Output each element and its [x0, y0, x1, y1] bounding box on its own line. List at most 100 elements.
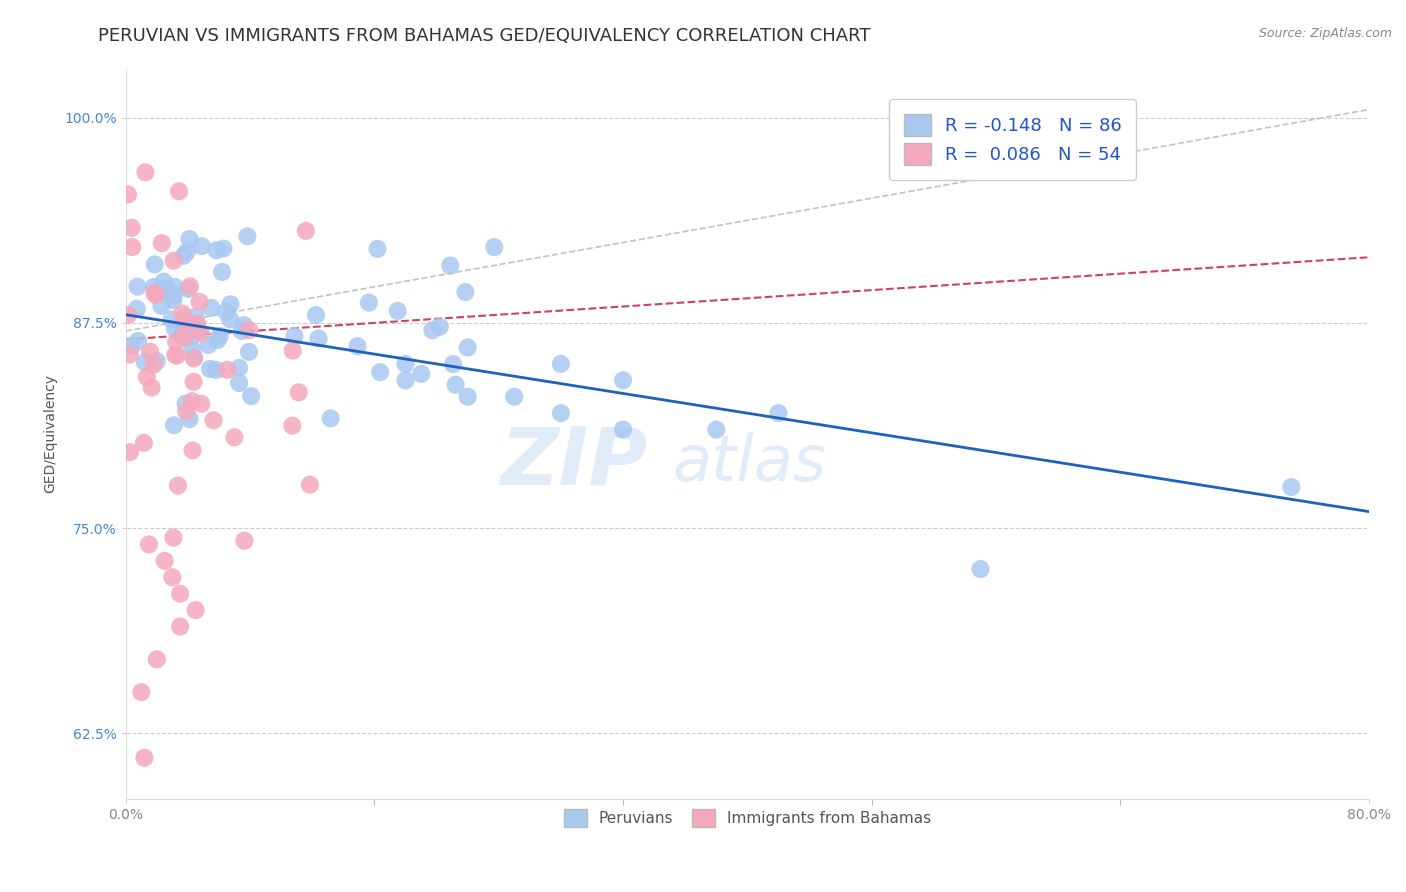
- Point: [169, 587, 191, 601]
- Point: [118, 347, 141, 361]
- Y-axis label: GED/Equivalency: GED/Equivalency: [44, 374, 58, 493]
- Point: [172, 306, 194, 320]
- Point: [394, 357, 416, 371]
- Point: [298, 477, 321, 491]
- Point: [240, 389, 263, 403]
- Point: [281, 343, 304, 358]
- Point: [441, 357, 464, 371]
- Point: [215, 304, 238, 318]
- Point: [163, 289, 186, 303]
- Point: [202, 413, 225, 427]
- Point: [163, 322, 186, 336]
- Point: [176, 244, 198, 259]
- Point: [190, 326, 212, 340]
- Point: [143, 286, 166, 301]
- Point: [411, 367, 433, 381]
- Point: [484, 240, 506, 254]
- Point: [121, 220, 143, 235]
- Point: [422, 323, 444, 337]
- Point: [162, 531, 184, 545]
- Point: [219, 297, 242, 311]
- Point: [183, 375, 205, 389]
- Point: [135, 370, 157, 384]
- Point: [197, 338, 219, 352]
- Point: [173, 324, 195, 338]
- Point: [186, 317, 208, 331]
- Point: [429, 319, 451, 334]
- Point: [117, 187, 139, 202]
- Point: [167, 478, 190, 492]
- Point: [366, 242, 388, 256]
- Point: [145, 354, 167, 368]
- Point: [181, 394, 204, 409]
- Point: [163, 253, 186, 268]
- Point: [612, 423, 634, 437]
- Point: [308, 331, 330, 345]
- Point: [281, 418, 304, 433]
- Point: [444, 377, 467, 392]
- Point: [165, 348, 187, 362]
- Text: ZIP: ZIP: [501, 424, 648, 502]
- Legend: Peruvians, Immigrants from Bahamas: Peruvians, Immigrants from Bahamas: [557, 801, 939, 835]
- Point: [150, 236, 173, 251]
- Point: [211, 265, 233, 279]
- Point: [188, 294, 211, 309]
- Point: [238, 344, 260, 359]
- Point: [238, 323, 260, 337]
- Point: [129, 685, 152, 699]
- Point: [117, 308, 139, 322]
- Point: [198, 362, 221, 376]
- Point: [121, 240, 143, 254]
- Point: [208, 328, 231, 343]
- Point: [357, 295, 380, 310]
- Point: [165, 334, 187, 349]
- Point: [319, 411, 342, 425]
- Point: [179, 412, 201, 426]
- Point: [183, 351, 205, 365]
- Point: [142, 280, 165, 294]
- Point: [134, 355, 156, 369]
- Point: [212, 242, 235, 256]
- Point: [503, 390, 526, 404]
- Point: [283, 329, 305, 343]
- Point: [142, 358, 165, 372]
- Point: [177, 282, 200, 296]
- Point: [224, 430, 246, 444]
- Point: [190, 397, 212, 411]
- Point: [162, 293, 184, 308]
- Point: [184, 603, 207, 617]
- Point: [173, 249, 195, 263]
- Point: [439, 259, 461, 273]
- Point: [184, 310, 207, 324]
- Point: [228, 376, 250, 390]
- Point: [143, 257, 166, 271]
- Point: [394, 373, 416, 387]
- Point: [346, 339, 368, 353]
- Point: [219, 312, 242, 326]
- Point: [170, 328, 193, 343]
- Point: [205, 244, 228, 258]
- Point: [121, 339, 143, 353]
- Point: [141, 380, 163, 394]
- Point: [134, 165, 156, 179]
- Point: [134, 751, 156, 765]
- Point: [1279, 480, 1302, 494]
- Point: [181, 343, 204, 357]
- Point: [205, 363, 228, 377]
- Point: [132, 435, 155, 450]
- Point: [183, 351, 205, 366]
- Point: [768, 406, 790, 420]
- Text: Source: ZipAtlas.com: Source: ZipAtlas.com: [1258, 27, 1392, 40]
- Point: [167, 184, 190, 198]
- Point: [174, 397, 197, 411]
- Point: [127, 334, 149, 348]
- Point: [550, 357, 572, 371]
- Point: [145, 288, 167, 302]
- Point: [125, 301, 148, 316]
- Point: [368, 365, 391, 379]
- Point: [176, 315, 198, 329]
- Point: [179, 279, 201, 293]
- Point: [207, 333, 229, 347]
- Point: [163, 280, 186, 294]
- Point: [118, 445, 141, 459]
